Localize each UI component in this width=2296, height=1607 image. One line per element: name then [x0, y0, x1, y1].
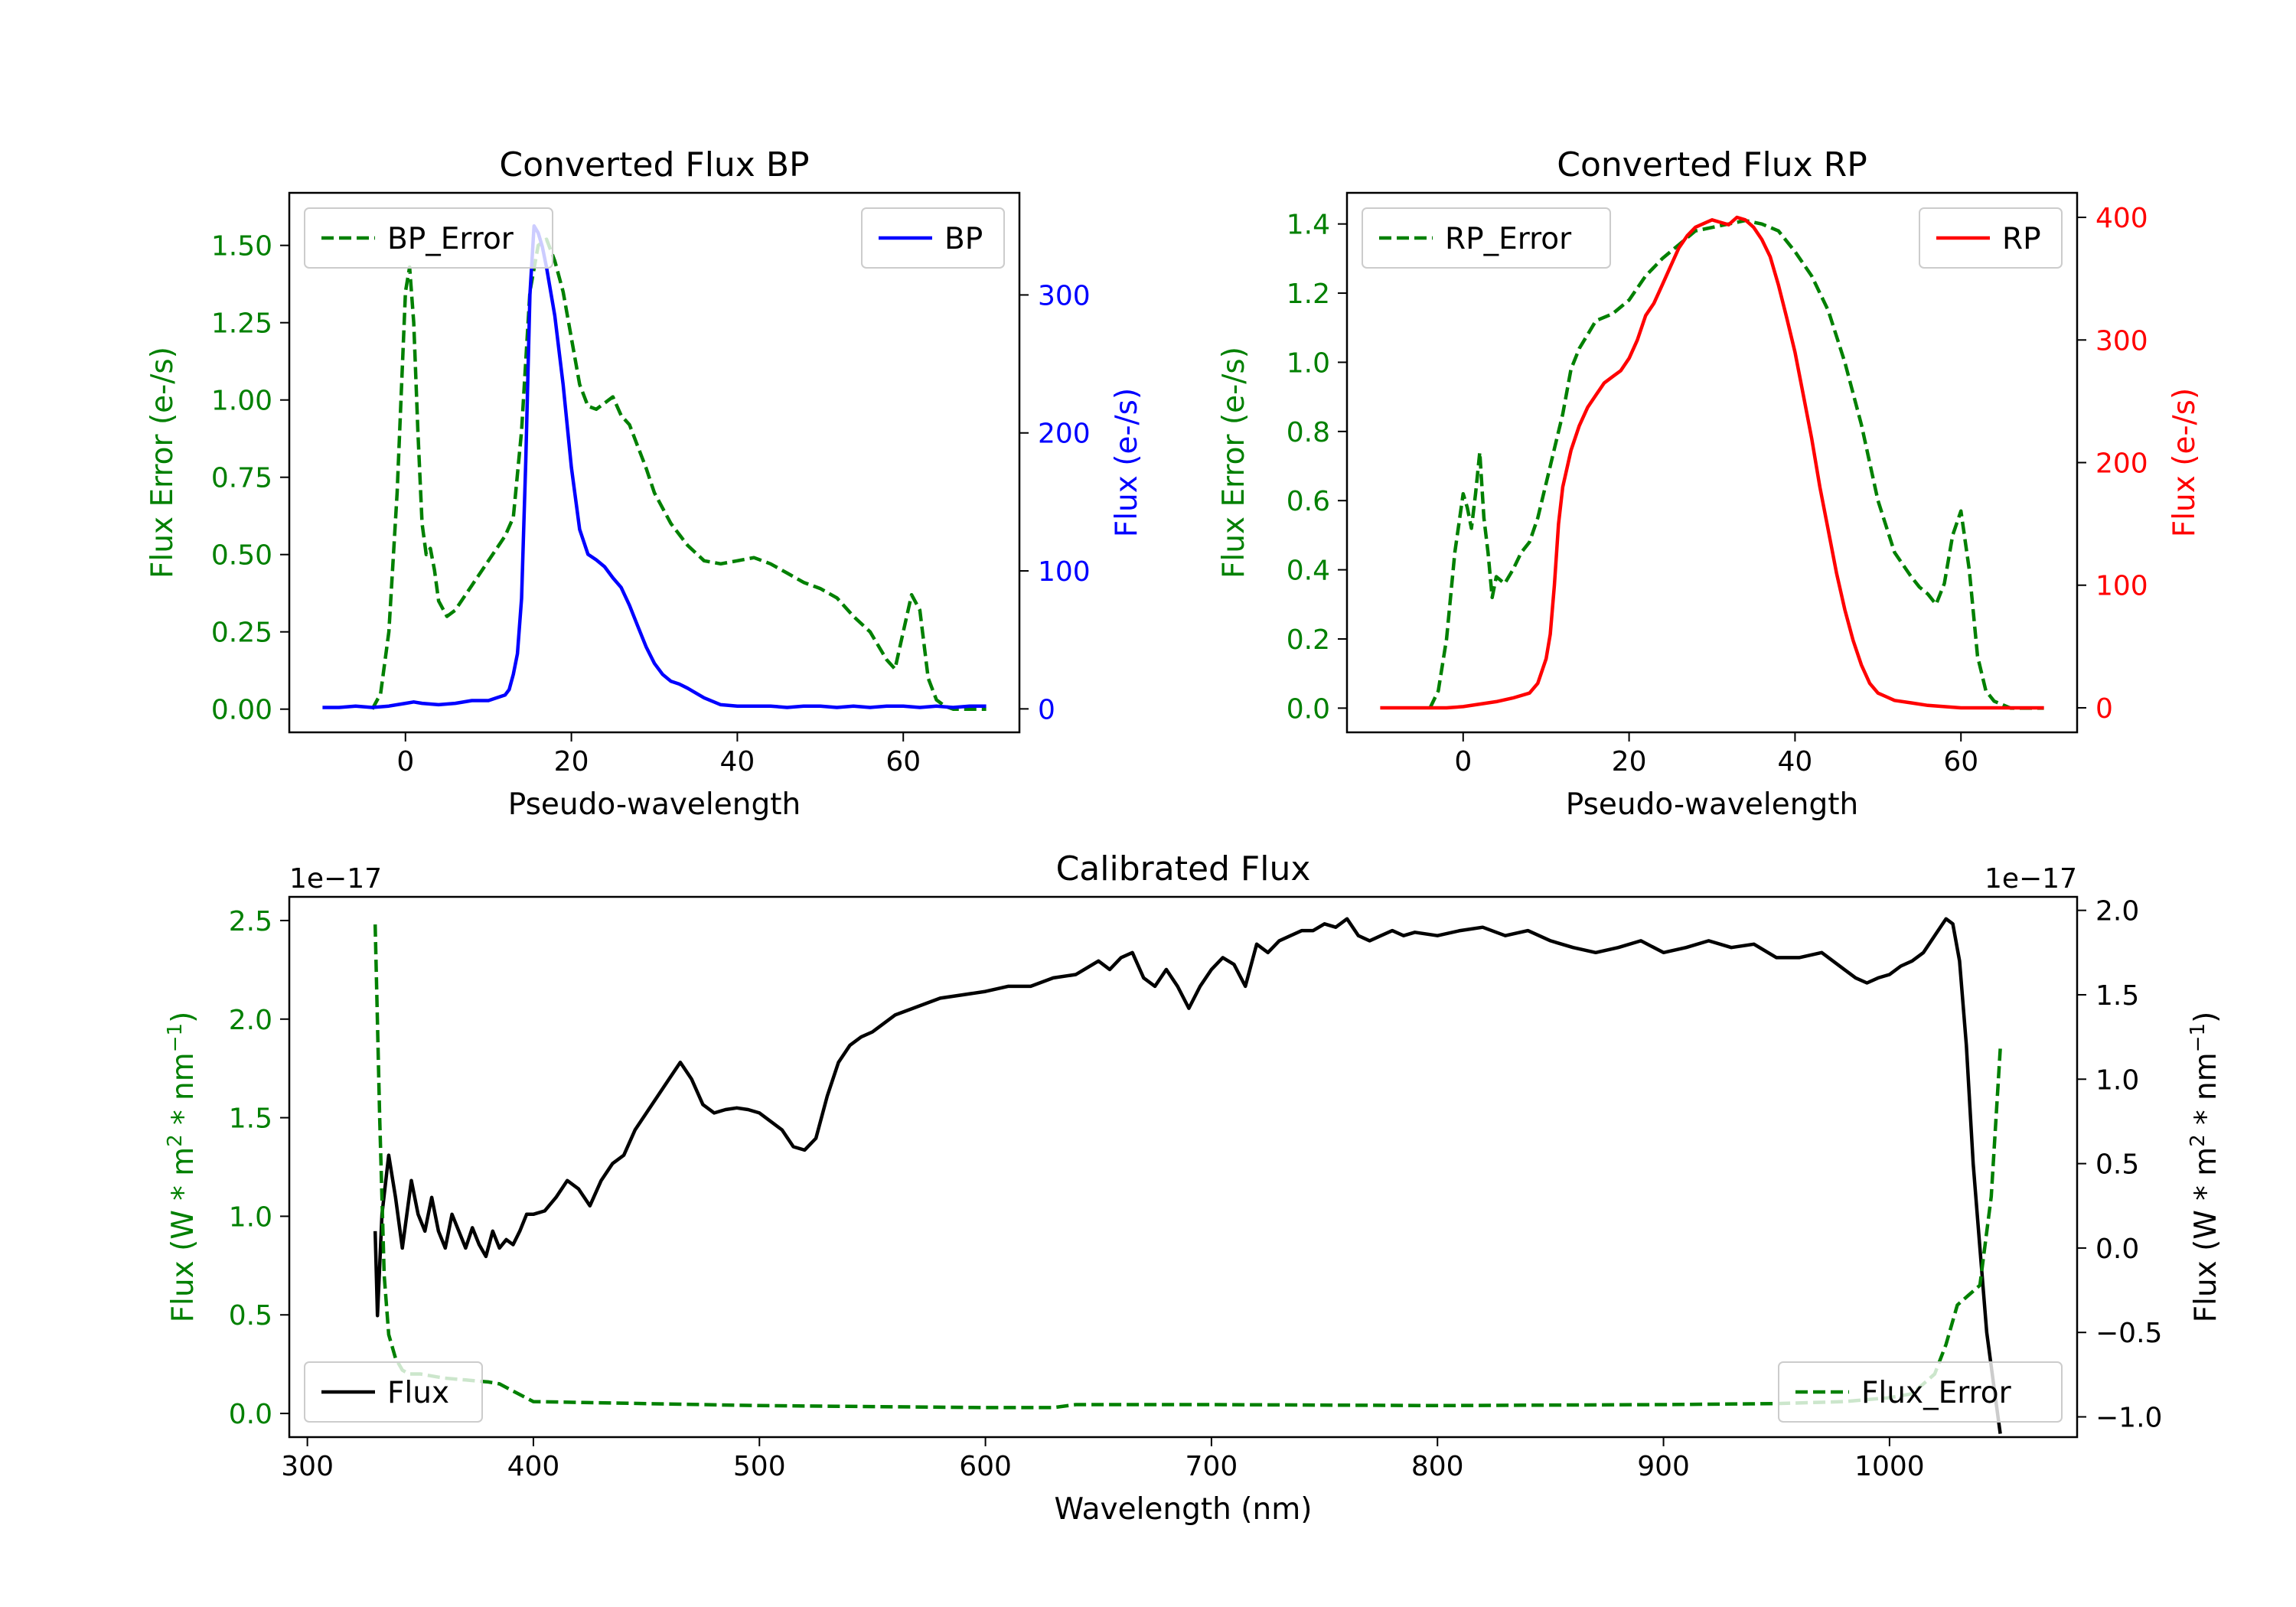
- calibrated-chart: 300 400 500 600 700 800 900 1000 0.0 0.5 1.0 1.5 2.0…: [164, 849, 2223, 1527]
- rp-series-rp-line: [1380, 215, 2044, 710]
- rp-chart: 0 20 40 60 0.0 0.2 0.4 0.6 0.8 1.0 1.2 1.4 0 100 200 30…: [1217, 145, 2202, 822]
- calibrated-left-tick-label: 1.0: [229, 1201, 272, 1233]
- legend-box: [1362, 207, 1611, 269]
- rp-right-tick-label: 400: [2095, 203, 2148, 234]
- calibrated-x-tick-label: 1000: [1854, 1451, 1925, 1482]
- calibrated-x-tick-label: 800: [1411, 1451, 1464, 1482]
- calibrated-series-flux-line: [373, 917, 2002, 1434]
- bp-left-tick-label: 1.00: [211, 386, 272, 417]
- rp-left-tick-label: 0.2: [1287, 624, 1330, 656]
- calibrated-right-tick-label: 2.0: [2095, 896, 2139, 927]
- legend-label: BP: [944, 222, 983, 256]
- calibrated-x-axis-label: Wavelength (nm): [1055, 1492, 1313, 1527]
- rp-right-tick-label: 300: [2095, 325, 2148, 357]
- calibrated-left-tick-label: 0.0: [229, 1399, 272, 1430]
- bp-chart: 0 20 40 60 0.00 0.25 0.50 0.75 1.00 1.25 1.50 0 100 2…: [145, 145, 1144, 822]
- bp-left-tick-label: 1.25: [211, 308, 272, 340]
- legend-label: Flux_Error: [1861, 1376, 2012, 1410]
- rp-left-tick-label: 1.4: [1287, 210, 1330, 241]
- calibrated-x-tick-label: 700: [1186, 1451, 1238, 1482]
- calibrated-left-axis-label: Flux (W * m2 * nm−1): [164, 1012, 201, 1323]
- bp-legend-bp: BP: [861, 207, 1005, 269]
- legend-box: [1919, 207, 2063, 269]
- rp-right-tick-label: 0: [2095, 693, 2113, 725]
- bp-x-tick-label: 0: [396, 746, 414, 777]
- calibrated-legend-flux: Flux: [304, 1361, 483, 1423]
- bp-left-tick-label: 0.00: [211, 695, 272, 726]
- calibrated-right-tick-label: −1.0: [2095, 1403, 2162, 1434]
- rp-legend-rp-error: RP_Error: [1362, 207, 1611, 269]
- calibrated-x-tick-label: 400: [507, 1451, 560, 1482]
- bp-left-tick-label: 1.50: [211, 231, 272, 262]
- bp-left-axis-label: Flux Error (e-/s): [145, 347, 180, 579]
- calibrated-axes-frame: [288, 895, 2079, 1439]
- rp-left-tick-label: 0.0: [1287, 693, 1330, 725]
- rp-axes-frame: [1345, 191, 2079, 734]
- calibrated-right-tick-label: 1.0: [2095, 1064, 2139, 1096]
- rp-x-tick-label: 20: [1612, 746, 1647, 777]
- calibrated-right-axis-label: Flux (W * m2 * nm−1): [2187, 1012, 2223, 1323]
- calibrated-series-flux-error-line: [373, 924, 2002, 1410]
- rp-left-tick-label: 1.0: [1287, 347, 1330, 379]
- rp-title: Converted Flux RP: [1557, 145, 1867, 184]
- calibrated-legend-flux-error: Flux_Error: [1778, 1361, 2063, 1423]
- rp-legend-rp: RP: [1919, 207, 2063, 269]
- legend-label: BP_Error: [387, 222, 514, 256]
- rp-left-axis-label: Flux Error (e-/s): [1217, 347, 1251, 579]
- calibrated-left-tick-label: 2.0: [229, 1005, 272, 1036]
- legend-label: RP: [2002, 222, 2041, 256]
- calibrated-right-tick-label: 0.5: [2095, 1149, 2139, 1181]
- calibrated-x-tick-label: 900: [1637, 1451, 1690, 1482]
- calibrated-x-tick-label: 600: [959, 1451, 1012, 1482]
- bp-series-bp-error-line: [370, 237, 987, 711]
- bp-right-tick-label: 0: [1038, 694, 1055, 725]
- bp-right-tick-label: 300: [1038, 280, 1091, 311]
- calibrated-right-tick-label: −0.5: [2095, 1318, 2162, 1349]
- rp-right-tick-label: 100: [2095, 571, 2148, 602]
- bp-x-tick-label: 60: [885, 746, 921, 777]
- bp-axes-frame: [288, 191, 1021, 734]
- calibrated-left-tick-label: 0.5: [229, 1300, 272, 1332]
- rp-right-axis-label: Flux (e-/s): [2167, 388, 2202, 537]
- bp-title: Converted Flux BP: [499, 145, 809, 184]
- rp-left-tick-label: 0.8: [1287, 417, 1330, 448]
- legend-label: RP_Error: [1445, 222, 1572, 256]
- calibrated-left-tick-label: 2.5: [229, 906, 272, 937]
- legend-box: [304, 1361, 483, 1423]
- bp-right-axis-label: Flux (e-/s): [1110, 388, 1144, 537]
- bp-left-tick-label: 0.25: [211, 618, 272, 649]
- legend-box: [1778, 1361, 2063, 1423]
- calibrated-x-tick-label: 500: [733, 1451, 786, 1482]
- legend-box: [304, 207, 553, 269]
- bp-left-tick-label: 0.50: [211, 540, 272, 572]
- rp-x-tick-label: 0: [1454, 746, 1472, 777]
- bp-x-axis-label: Pseudo-wavelength: [508, 787, 801, 822]
- bp-x-tick-label: 20: [554, 746, 589, 777]
- calibrated-right-offset-text: 1e−17: [1985, 863, 2077, 895]
- rp-series-rp-error-line: [1428, 218, 2044, 710]
- calibrated-left-tick-label: 1.5: [229, 1103, 272, 1135]
- rp-left-tick-label: 1.2: [1287, 279, 1330, 310]
- rp-x-tick-label: 40: [1778, 746, 1813, 777]
- bp-series-bp-line: [322, 224, 987, 709]
- bp-right-tick-label: 200: [1038, 419, 1091, 450]
- legend-label: Flux: [387, 1376, 449, 1410]
- rp-left-tick-label: 0.6: [1287, 486, 1330, 517]
- rp-left-tick-label: 0.4: [1287, 556, 1330, 587]
- calibrated-x-tick-label: 300: [281, 1451, 334, 1482]
- bp-legend-bp-error: BP_Error: [304, 207, 553, 269]
- calibrated-left-offset-text: 1e−17: [289, 863, 382, 895]
- rp-x-tick-label: 60: [1943, 746, 1978, 777]
- calibrated-title: Calibrated Flux: [1056, 849, 1311, 888]
- calibrated-right-tick-label: 0.0: [2095, 1234, 2139, 1265]
- bp-left-tick-label: 0.75: [211, 463, 272, 494]
- bp-right-tick-label: 100: [1038, 556, 1091, 588]
- rp-right-tick-label: 200: [2095, 448, 2148, 480]
- rp-x-axis-label: Pseudo-wavelength: [1566, 787, 1858, 822]
- legend-box: [861, 207, 1005, 269]
- calibrated-right-tick-label: 1.5: [2095, 980, 2139, 1012]
- bp-x-tick-label: 40: [720, 746, 755, 777]
